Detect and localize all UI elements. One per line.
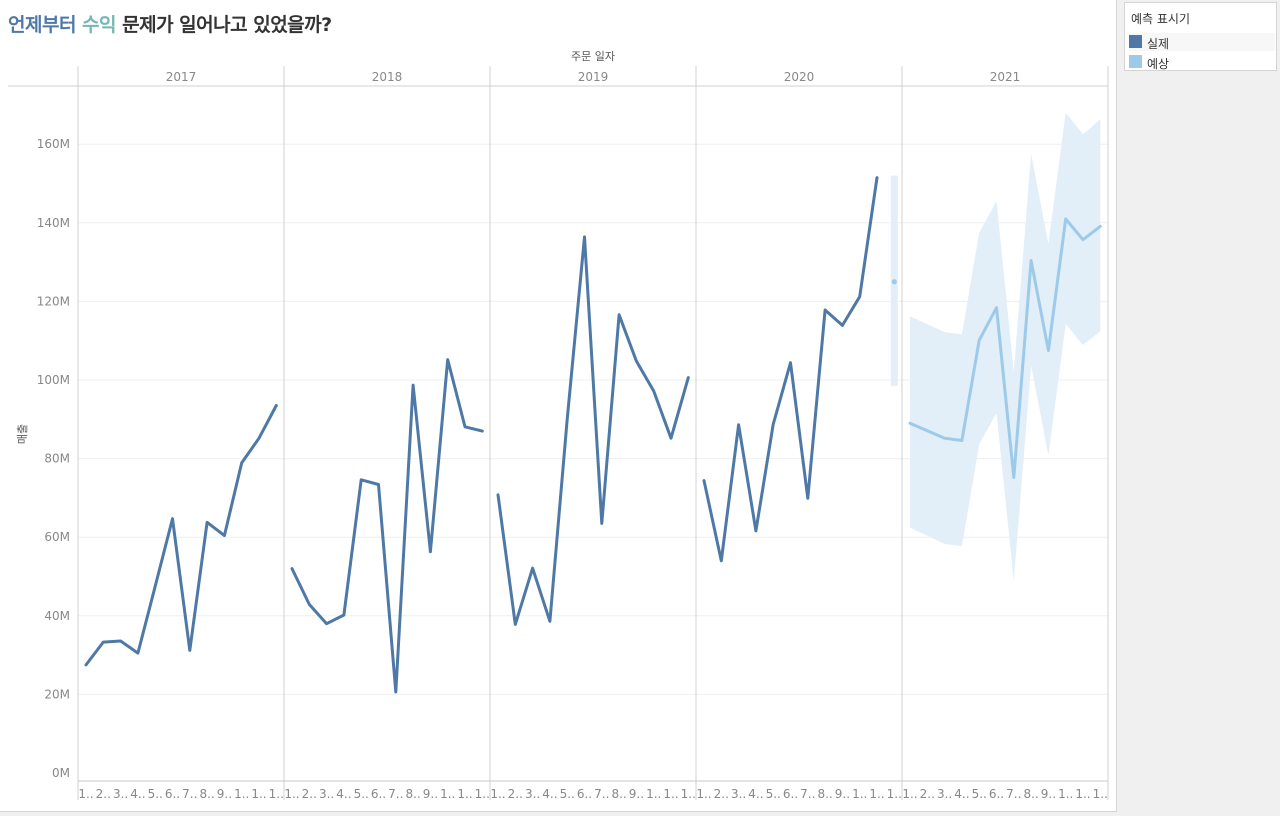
x-tick-label: 7.. — [182, 787, 197, 801]
y-tick-label-160M: 160M — [37, 137, 70, 151]
x-tick-label: 7.. — [1006, 787, 1021, 801]
x-tick-label: 9.. — [835, 787, 850, 801]
year-header-2019: 2019 — [578, 70, 609, 84]
x-tick-label: 5.. — [354, 787, 369, 801]
forecast-line-2021 — [908, 217, 1102, 479]
x-tick-label: 1.. — [490, 787, 505, 801]
x-tick-label: 7.. — [800, 787, 815, 801]
x-tick-label: 8.. — [611, 787, 626, 801]
x-tick-label: 1.. — [440, 787, 455, 801]
x-tick-label: 1.. — [869, 787, 884, 801]
x-tick-label: 4.. — [748, 787, 763, 801]
legend-item-forecast[interactable]: 예상 — [1129, 53, 1275, 71]
x-tick-label: 1.. — [1075, 787, 1090, 801]
y-tick-label-0M: 0M — [52, 766, 70, 780]
y-tick-label-120M: 120M — [37, 294, 70, 308]
x-tick-label: 4.. — [130, 787, 145, 801]
x-tick-label: 1.. — [457, 787, 472, 801]
x-tick-label: 5.. — [972, 787, 987, 801]
x-tick-label: 1.. — [475, 787, 490, 801]
y-tick-label-140M: 140M — [37, 216, 70, 230]
x-tick-label: 1.. — [887, 787, 902, 801]
y-tick-label-40M: 40M — [44, 609, 70, 623]
forecast-band-2021 — [910, 112, 1101, 581]
x-tick-label: 6.. — [577, 787, 592, 801]
line-chart: 주문 일자 2017 2018 2019 2020 2021 0M 20M 40M 60M 80M… — [8, 49, 1109, 801]
x-tick-label: 6.. — [165, 787, 180, 801]
actual-line-2017 — [84, 404, 278, 667]
x-tick-label: 3.. — [525, 787, 540, 801]
x-tick-label: 5.. — [560, 787, 575, 801]
title-part-rest: 문제가 일어나고 있었을까? — [116, 14, 332, 36]
x-tick-label: 1.. — [1093, 787, 1108, 801]
legend[interactable]: 예측 표시기 실제 예상 — [1124, 2, 1277, 71]
x-tick-label: 5.. — [766, 787, 781, 801]
chart-view: 언제부터 수익 문제가 일어나고 있었을까? 주문 일자 2017 2018 2019… — [0, 0, 1117, 812]
legend-swatch-actual — [1129, 35, 1142, 48]
x-tick-label: 8.. — [199, 787, 214, 801]
legend-label-actual: 실제 — [1147, 37, 1170, 51]
x-tick-label: 8.. — [1023, 787, 1038, 801]
year-header-2020: 2020 — [784, 70, 815, 84]
x-tick-label: 9.. — [217, 787, 232, 801]
actual-line-2018 — [290, 358, 484, 694]
y-tick-label-80M: 80M — [44, 452, 70, 466]
x-tick-label: 1.. — [681, 787, 696, 801]
legend-label-forecast: 예상 — [1147, 57, 1170, 71]
actual-line-2019 — [496, 235, 690, 626]
x-tick-label: 3.. — [113, 787, 128, 801]
x-tick-label: 2.. — [714, 787, 729, 801]
actual-line-2020 — [702, 176, 879, 563]
x-tick-label: 8.. — [405, 787, 420, 801]
x-tick-label: 1.. — [269, 787, 284, 801]
title-part-profit: 수익 — [82, 14, 117, 36]
x-tick-label: 9.. — [423, 787, 438, 801]
year-header-2021: 2021 — [990, 70, 1021, 84]
x-tick-label: 6.. — [989, 787, 1004, 801]
x-tick-label: 1.. — [78, 787, 93, 801]
x-tick-label: 2.. — [302, 787, 317, 801]
x-tick-label: 1.. — [251, 787, 266, 801]
year-header-2018: 2018 — [372, 70, 403, 84]
x-tick-label: 7.. — [594, 787, 609, 801]
x-tick-label: 5.. — [148, 787, 163, 801]
x-tick-label: 2.. — [96, 787, 111, 801]
x-tick-label: 3.. — [937, 787, 952, 801]
x-tick-label: 1.. — [696, 787, 711, 801]
x-tick-label: 8.. — [817, 787, 832, 801]
x-tick-label: 3.. — [319, 787, 334, 801]
legend-title: 예측 표시기 — [1131, 12, 1191, 26]
year-header-2017: 2017 — [166, 70, 197, 84]
title-part-start: 언제부터 — [8, 14, 76, 36]
forecast-point — [891, 279, 897, 285]
x-tick-label: 1.. — [902, 787, 917, 801]
x-tick-label: 1.. — [663, 787, 678, 801]
legend-swatch-forecast — [1129, 55, 1142, 68]
x-tick-label: 4.. — [336, 787, 351, 801]
y-tick-label-100M: 100M — [37, 373, 70, 387]
x-tick-label: 1.. — [1058, 787, 1073, 801]
x-tick-label: 9.. — [629, 787, 644, 801]
x-tick-label: 2.. — [508, 787, 523, 801]
x-tick-label: 6.. — [783, 787, 798, 801]
y-tick-label-60M: 60M — [44, 530, 70, 544]
x-tick-label: 1.. — [852, 787, 867, 801]
x-tick-label: 2.. — [920, 787, 935, 801]
x-tick-label: 4.. — [542, 787, 557, 801]
x-tick-label: 6.. — [371, 787, 386, 801]
x-tick-label: 9.. — [1041, 787, 1056, 801]
y-tick-label-20M: 20M — [44, 687, 70, 701]
legend-item-actual[interactable]: 실제 — [1129, 33, 1275, 51]
x-tick-label: 3.. — [731, 787, 746, 801]
x-tick-label: 1.. — [284, 787, 299, 801]
y-axis-title: 매출 — [16, 424, 29, 444]
x-tick-label: 1.. — [646, 787, 661, 801]
x-tick-label: 7.. — [388, 787, 403, 801]
chart-title: 언제부터 수익 문제가 일어나고 있었을까? — [8, 10, 332, 37]
x-tick-label: 4.. — [954, 787, 969, 801]
column-header: 주문 일자 — [571, 49, 615, 63]
x-tick-label: 1.. — [234, 787, 249, 801]
